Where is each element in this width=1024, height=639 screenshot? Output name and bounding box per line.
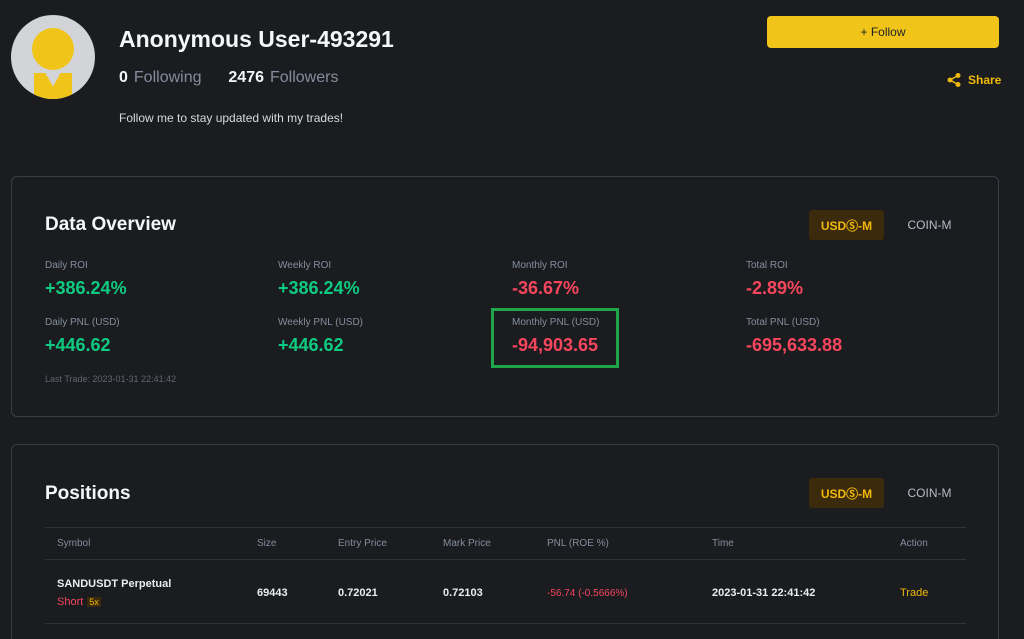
tab-coin-m[interactable]: COIN-M (907, 218, 952, 232)
monthly-roi-stat: Monthly ROI -36.67% (512, 260, 579, 299)
share-icon (947, 73, 961, 87)
daily-roi-stat: Daily ROI +386.24% (45, 260, 127, 299)
monthly-roi-value: -36.67% (512, 278, 580, 298)
col-time: Time (712, 538, 734, 549)
overview-tabs: USDⓈ-M COIN-M (809, 210, 967, 240)
daily-pnl-value: +446.62 (45, 335, 111, 355)
following-label[interactable]: Following (133, 69, 202, 86)
daily-roi-label: Daily ROI (45, 260, 88, 271)
data-overview-card: Data Overview USDⓈ-M COIN-M Daily ROI +3… (11, 176, 999, 417)
follow-counts: 0 Following 2476 Followers (119, 69, 338, 87)
col-mark-price: Mark Price (443, 538, 491, 549)
position-size: 69443 (257, 587, 288, 599)
total-pnl-label: Total PNL (USD) (746, 317, 820, 328)
positions-tabs: USDⓈ-M COIN-M (809, 478, 967, 508)
weekly-roi-label: Weekly ROI (278, 260, 332, 271)
total-roi-label: Total ROI (746, 260, 788, 271)
daily-roi-value: +386.24% (45, 278, 127, 298)
monthly-pnl-value: -94,903.65 (512, 335, 599, 355)
monthly-pnl-stat: Monthly PNL (USD) -94,903.65 (512, 317, 599, 356)
followers-count: 2476 (228, 69, 264, 86)
weekly-pnl-label: Weekly PNL (USD) (278, 317, 364, 328)
share-label: Share (968, 73, 1002, 87)
share-button[interactable]: Share (946, 72, 1001, 88)
entry-price: 0.72021 (338, 587, 378, 599)
side-label: Short (57, 596, 84, 608)
position-time: 2023-01-31 22:41:42 (712, 587, 816, 599)
monthly-roi-label: Monthly ROI (512, 260, 568, 271)
col-entry-price: Entry Price (338, 538, 387, 549)
col-action: Action (900, 538, 928, 549)
positions-card: Positions USDⓈ-M COIN-M Symbol Size Entr… (11, 444, 999, 639)
avatar-head-shape (32, 28, 74, 70)
bio: Follow me to stay updated with my trades… (119, 111, 344, 125)
col-pnl: PNL (ROE %) (547, 538, 609, 549)
weekly-pnl-stat: Weekly PNL (USD) +446.62 (278, 317, 363, 356)
positions-tab-coin-m[interactable]: COIN-M (907, 486, 952, 500)
col-size: Size (257, 538, 277, 549)
positions-title: Positions (45, 483, 131, 504)
followers-label[interactable]: Followers (270, 69, 339, 86)
trade-link[interactable]: Trade (900, 587, 929, 599)
daily-pnl-label: Daily PNL (USD) (45, 317, 120, 328)
position-side: Short 5x (57, 596, 101, 608)
follow-button[interactable]: + Follow (767, 16, 999, 48)
avatar-body-shape (34, 73, 72, 99)
username: Anonymous User-493291 (119, 26, 394, 52)
weekly-roi-value: +386.24% (278, 278, 360, 298)
table-row: SANDUSDT Perpetual Short 5x 69443 0.72021… (45, 560, 966, 624)
positions-table-header: Symbol Size Entry Price Mark Price PNL (… (45, 527, 966, 560)
monthly-pnl-label: Monthly PNL (USD) (512, 317, 600, 328)
position-pnl: -56.74 (-0.5666%) (547, 588, 628, 599)
highlight-box (491, 308, 619, 368)
total-pnl-value: -695,633.88 (746, 335, 843, 355)
total-roi-stat: Total ROI -2.89% (746, 260, 803, 299)
data-overview-title: Data Overview (45, 214, 176, 235)
daily-pnl-stat: Daily PNL (USD) +446.62 (45, 317, 120, 356)
positions-tab-usds-m[interactable]: USDⓈ-M (809, 478, 884, 508)
mark-price: 0.72103 (443, 587, 483, 599)
avatar (11, 15, 95, 99)
symbol-name: SANDUSDT Perpetual (57, 578, 172, 590)
tab-usds-m[interactable]: USDⓈ-M (809, 210, 884, 240)
following-count: 0 (119, 69, 128, 86)
col-symbol: Symbol (57, 538, 91, 549)
leverage-badge: 5x (87, 597, 101, 607)
weekly-roi-stat: Weekly ROI +386.24% (278, 260, 360, 299)
weekly-pnl-value: +446.62 (278, 335, 344, 355)
last-trade-time: Last Trade: 2023-01-31 22:41:42 (45, 374, 177, 384)
total-pnl-stat: Total PNL (USD) -695,633.88 (746, 317, 842, 356)
total-roi-value: -2.89% (746, 278, 804, 298)
